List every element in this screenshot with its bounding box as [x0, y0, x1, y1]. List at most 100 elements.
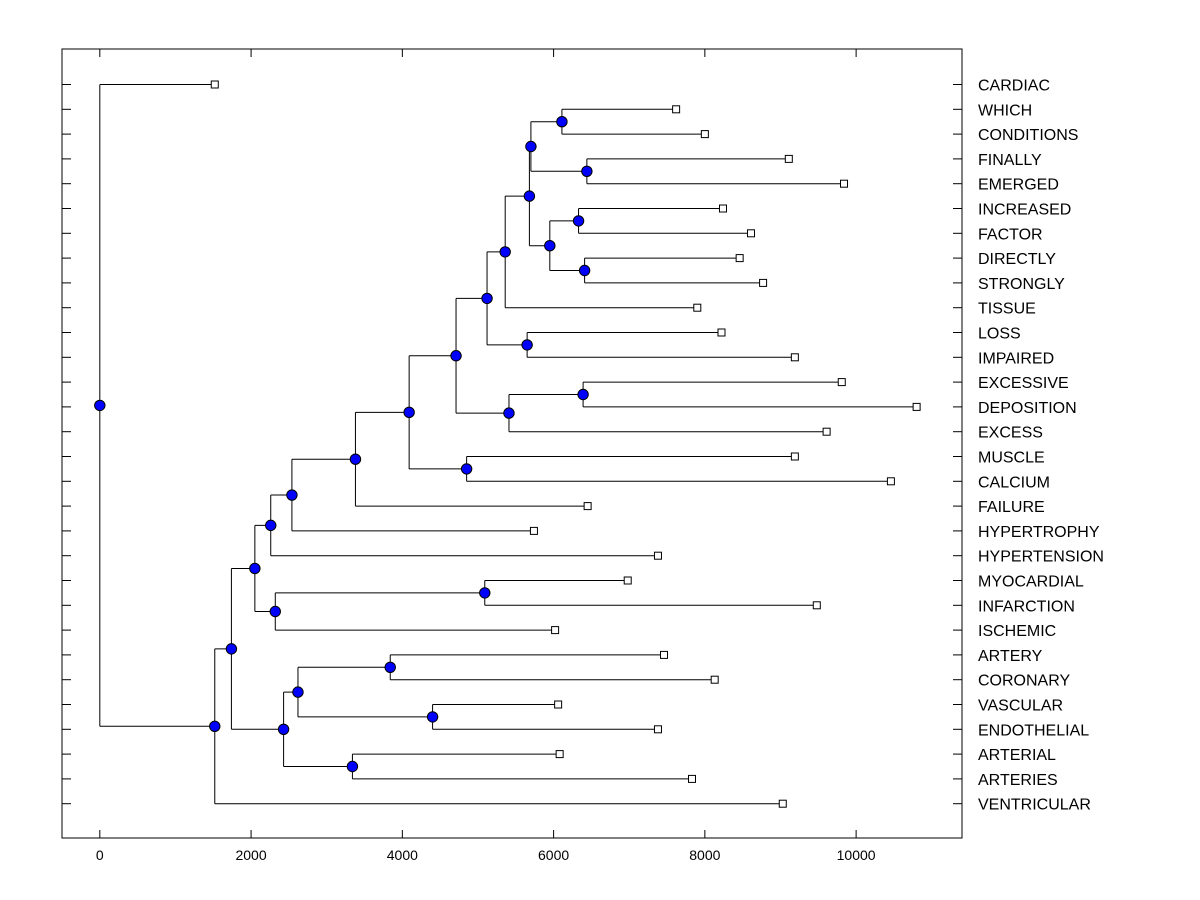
merge-node-n2 [581, 165, 593, 178]
leaf-label-hypertrophy: HYPERTROPHY [978, 524, 1100, 541]
leaf-label-failure: FAILURE [978, 499, 1045, 516]
leaf-marker-myocardial [623, 576, 632, 585]
merge-node-n27 [225, 643, 238, 655]
leaf-marker-finally [784, 154, 793, 163]
merge-node-n28 [209, 720, 221, 732]
leaf-labels: CARDIAC WHICH CONDITIONS FINALLY EMERGED INCR… [978, 78, 1104, 814]
merge-node-n8 [499, 246, 511, 258]
leaf-marker-deposition [912, 402, 921, 411]
leaf-label-emerged: EMERGED [978, 177, 1059, 194]
leaf-ticks [62, 84, 962, 805]
merge-node-n6 [544, 240, 556, 252]
leaf-marker-conditions [700, 130, 709, 139]
leaf-marker-which [672, 105, 681, 114]
x-tick-label: 2000 [235, 847, 266, 863]
leaf-marker-muscle [790, 452, 799, 461]
merge-node-n18 [265, 519, 277, 532]
leaf-marker-artery [660, 650, 669, 659]
plot-frame [61, 48, 963, 839]
x-tick-label: 4000 [387, 847, 418, 863]
merge-node-n23 [426, 711, 439, 723]
leaf-label-hypertension: HYPERTENSION [978, 549, 1104, 566]
leaf-label-increased: INCREASED [978, 202, 1071, 219]
leaf-marker-directly [735, 254, 744, 263]
leaf-marker-factor [746, 229, 755, 238]
leaf-marker-loss [717, 328, 726, 337]
leaf-marker-strongly [759, 278, 768, 287]
leaf-label-directly: DIRECTLY [978, 251, 1056, 268]
leaf-label-ventricular: VENTRICULAR [978, 797, 1091, 814]
leaf-label-strongly: STRONGLY [978, 276, 1065, 293]
leaf-label-arterial: ARTERIAL [978, 747, 1056, 764]
merge-nodes [94, 116, 593, 773]
merge-node-n16 [349, 453, 362, 465]
merge-node-n17 [286, 489, 298, 501]
merge-node-n15 [403, 406, 415, 419]
leaf-marker-calcium [886, 477, 895, 486]
leaf-marker-coronary [710, 675, 719, 684]
merge-node-n5 [578, 264, 591, 277]
x-axis: 0 2000 4000 6000 8000 10000 [96, 49, 876, 863]
merge-node-n12 [503, 407, 515, 419]
leaf-label-tissue: TISSUE [978, 301, 1036, 318]
leaf-label-calcium: CALCIUM [978, 474, 1050, 491]
leaf-label-arteries: ARTERIES [978, 772, 1058, 789]
merge-node-n29 [94, 399, 106, 412]
merge-node-n13 [450, 350, 462, 362]
leaf-marker-hypertrophy [529, 526, 538, 535]
leaf-label-excess: EXCESS [978, 425, 1043, 442]
x-tick-label: 10000 [837, 847, 876, 863]
merge-node-n22 [384, 661, 396, 673]
leaf-marker-vascular [554, 700, 563, 709]
leaf-label-cardiac: CARDIAC [978, 78, 1050, 95]
merge-node-n4 [572, 215, 585, 227]
merge-node-n1 [556, 116, 568, 128]
leaf-label-infarction: INFARCTION [978, 598, 1075, 615]
leaf-marker-cardiac [210, 80, 219, 89]
merge-node-n24 [292, 686, 304, 698]
leaf-label-factor: FACTOR [978, 226, 1043, 243]
leaf-marker-excessive [837, 378, 846, 387]
leaf-label-conditions: CONDITIONS [978, 127, 1078, 144]
merge-node-n14 [460, 463, 473, 475]
leaf-marker-excess [822, 427, 831, 436]
merge-node-n11 [577, 388, 589, 401]
leaf-marker-impaired [790, 353, 799, 362]
leaf-marker-tissue [693, 303, 702, 312]
leaf-label-ischemic: ISCHEMIC [978, 623, 1056, 640]
leaf-marker-hypertension [653, 551, 662, 560]
leaf-label-muscle: MUSCLE [978, 450, 1045, 467]
leaf-label-impaired: IMPAIRED [978, 350, 1054, 367]
leaf-label-which: WHICH [978, 102, 1032, 119]
leaf-marker-endothelial [653, 725, 662, 734]
merge-node-n21 [249, 562, 261, 575]
leaf-label-finally: FINALLY [978, 152, 1042, 169]
merge-node-n25 [346, 760, 359, 773]
merge-node-n19 [479, 587, 491, 599]
merge-node-n20 [269, 605, 281, 618]
leaf-label-deposition: DEPOSITION [978, 400, 1077, 417]
x-tick-label: 0 [96, 847, 104, 863]
leaf-label-endothelial: ENDOTHELIAL [978, 722, 1089, 739]
leaf-label-myocardial: MYOCARDIAL [978, 574, 1084, 591]
leaf-marker-failure [583, 502, 592, 511]
merge-node-n10 [481, 292, 493, 305]
leaf-marker-ischemic [551, 626, 560, 635]
x-tick-label: 6000 [538, 847, 569, 863]
leaf-marker-arterial [555, 750, 564, 759]
leaf-marker-increased [719, 204, 728, 213]
leaf-label-vascular: VASCULAR [978, 698, 1063, 715]
merge-node-n26 [277, 723, 290, 735]
leaf-label-artery: ARTERY [978, 648, 1043, 665]
merge-node-n7 [523, 190, 536, 202]
leaf-label-excessive: EXCESSIVE [978, 375, 1069, 392]
leaf-label-coronary: CORONARY [978, 673, 1070, 690]
x-tick-label: 8000 [689, 847, 720, 863]
leaf-marker-arteries [688, 774, 696, 783]
leaf-marker-infarction [812, 601, 821, 610]
merge-node-n3 [525, 140, 537, 153]
leaf-markers [210, 80, 921, 808]
leaf-label-loss: LOSS [978, 326, 1021, 343]
merge-node-n9 [521, 339, 533, 351]
